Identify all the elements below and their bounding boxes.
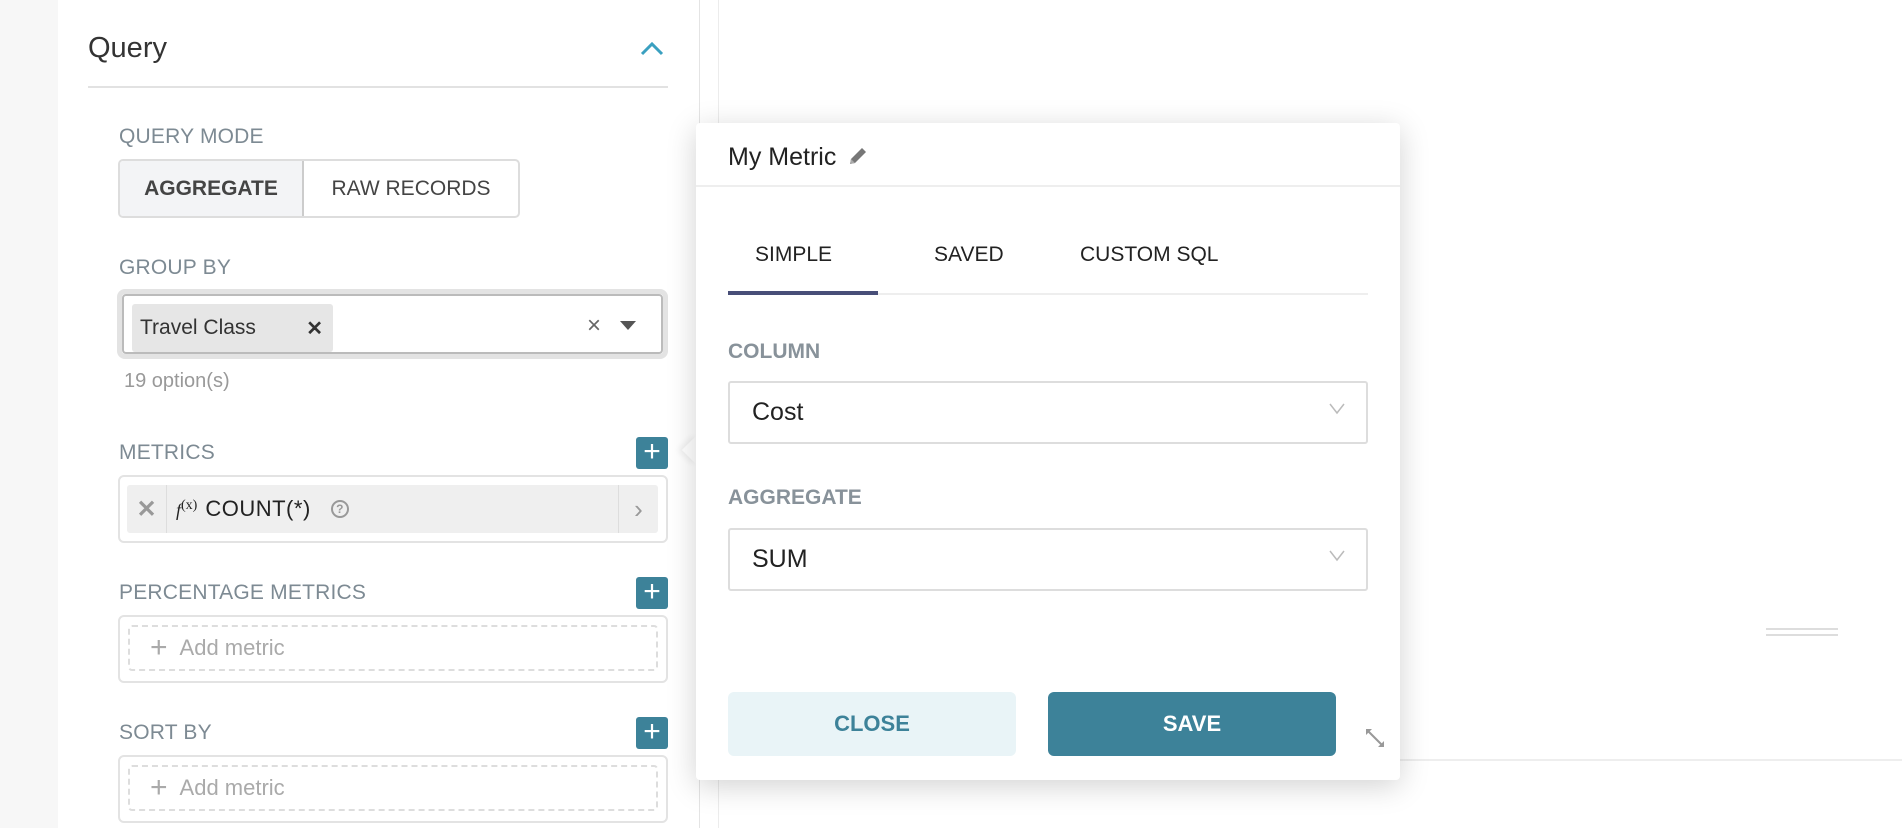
close-button[interactable]: CLOSE: [728, 692, 1016, 756]
remove-metric-icon[interactable]: ✕: [127, 485, 167, 533]
add-metric-button[interactable]: +: [636, 437, 668, 469]
metric-tabs: SIMPLE SAVED CUSTOM SQL: [728, 233, 1368, 295]
resize-icon[interactable]: [1362, 725, 1388, 751]
drag-handle-icon[interactable]: [1766, 628, 1838, 636]
query-mode-toggle: AGGREGATE RAW RECORDS: [118, 159, 520, 218]
popover-header-divider: [696, 185, 1400, 187]
metric-title-text: My Metric: [728, 143, 837, 171]
group-by-select[interactable]: Travel Class ✕ ×: [117, 289, 668, 359]
column-label: COLUMN: [728, 340, 821, 363]
group-by-label: GROUP BY: [119, 256, 232, 279]
fx-sub: (x): [181, 497, 198, 513]
chevron-down-icon: [1329, 550, 1345, 562]
percentage-metrics-box: + Add metric: [118, 615, 668, 683]
aggregate-button[interactable]: AGGREGATE: [120, 161, 304, 216]
group-by-tag: Travel Class ✕: [132, 304, 333, 352]
add-sort-button[interactable]: +: [636, 717, 668, 749]
sort-by-box: + Add metric: [118, 755, 668, 823]
tag-label: Travel Class: [140, 316, 256, 339]
section-divider: [88, 86, 668, 88]
raw-records-button[interactable]: RAW RECORDS: [331, 176, 491, 200]
aggregate-label: AGGREGATE: [728, 486, 862, 509]
clear-icon[interactable]: ×: [586, 312, 601, 339]
aggregate-select[interactable]: SUM: [728, 528, 1368, 591]
column-select[interactable]: Cost: [728, 381, 1368, 444]
save-button[interactable]: SAVE: [1048, 692, 1336, 756]
add-sort-metric-dropzone[interactable]: + Add metric: [128, 765, 658, 811]
remove-tag-icon[interactable]: ✕: [306, 317, 323, 340]
metric-name: COUNT(*): [205, 496, 311, 521]
chevron-down-icon: [1329, 403, 1345, 415]
help-icon[interactable]: ?: [330, 500, 349, 518]
tab-simple[interactable]: SIMPLE: [755, 243, 833, 266]
tab-custom-sql[interactable]: CUSTOM SQL: [1080, 243, 1219, 266]
query-mode-label: QUERY MODE: [119, 125, 264, 148]
caret-down-icon[interactable]: [620, 321, 636, 330]
plus-icon: +: [150, 631, 168, 664]
aggregate-value: SUM: [752, 545, 808, 573]
add-percentage-metric-button[interactable]: +: [636, 577, 668, 609]
fx-label: f: [176, 499, 182, 520]
add-percentage-metric-dropzone[interactable]: + Add metric: [128, 625, 658, 671]
metric-title[interactable]: My Metric: [728, 143, 869, 172]
metric-popover: My Metric SIMPLE SAVED CUSTOM SQL COLUMN…: [696, 123, 1400, 780]
left-sidebar-strip: [0, 0, 58, 828]
divider: [1400, 759, 1902, 761]
section-title: Query: [88, 32, 167, 64]
metrics-label: METRICS: [119, 441, 215, 464]
query-panel: [58, 0, 700, 828]
chevron-right-icon[interactable]: ›: [618, 485, 658, 533]
metrics-box: ✕ f(x) COUNT(*) ? ›: [118, 475, 668, 543]
options-count: 19 option(s): [124, 370, 230, 392]
metric-item[interactable]: ✕ f(x) COUNT(*) ? ›: [127, 485, 658, 533]
function-icon: f(x): [176, 498, 197, 521]
tab-saved[interactable]: SAVED: [934, 243, 1004, 266]
percentage-metrics-label: PERCENTAGE METRICS: [119, 581, 367, 604]
column-value: Cost: [752, 398, 804, 426]
placeholder: Add metric: [179, 775, 285, 800]
plus-icon: +: [150, 771, 168, 804]
pencil-icon[interactable]: [847, 145, 869, 167]
chevron-up-icon[interactable]: [638, 38, 666, 58]
placeholder: Add metric: [179, 635, 285, 660]
sort-by-label: SORT BY: [119, 721, 212, 744]
active-tab-indicator: [728, 291, 878, 295]
